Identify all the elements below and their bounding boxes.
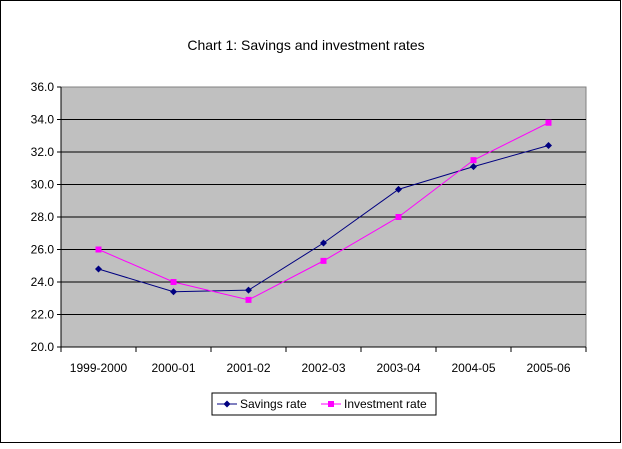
data-point: [395, 214, 402, 220]
data-point: [545, 142, 552, 149]
y-tick-label: 28.0: [31, 210, 55, 224]
y-tick-label: 20.0: [31, 340, 55, 354]
y-tick-label: 24.0: [31, 275, 55, 289]
data-point: [320, 239, 327, 247]
data-point: [170, 288, 177, 296]
legend-marker: [328, 401, 334, 407]
data-point: [245, 286, 252, 294]
x-tick-label: 2001-02: [226, 361, 270, 375]
data-point: [95, 265, 102, 273]
data-point: [470, 163, 477, 171]
legend: Savings rate Investment rate: [211, 392, 437, 416]
y-tick-label: 32.0: [31, 145, 55, 159]
gridlines: [61, 119, 586, 315]
x-tick-label: 2000-01: [151, 361, 195, 375]
x-tick-label: 2002-03: [301, 361, 345, 375]
x-tick-label: 2003-04: [376, 361, 420, 375]
y-tick-label: 36.0: [31, 80, 55, 94]
data-point: [95, 246, 102, 253]
x-tick-label: 1999-2000: [70, 361, 128, 375]
x-tick-label: 2005-06: [526, 361, 570, 375]
data-point: [245, 296, 252, 303]
data-point: [395, 185, 402, 193]
series-lines: [95, 119, 552, 303]
y-tick-label: 34.0: [31, 113, 55, 127]
y-tick-label: 30.0: [31, 178, 55, 192]
legend-marker: [223, 400, 231, 408]
data-point: [545, 119, 552, 126]
legend-label: Savings rate: [240, 397, 307, 411]
legend-label: Investment rate: [344, 397, 427, 411]
axes: 20.0 22.0 24.0 26.0 28.0 30.0 32.0 34.0 36.0 1999…: [31, 80, 587, 375]
y-tick-label: 22.0: [31, 308, 55, 322]
y-tick-label: 26.0: [31, 243, 55, 257]
chart-title: Chart 1: Savings and investment rates: [187, 37, 424, 53]
x-tick-label: 2004-05: [451, 361, 495, 375]
data-point: [170, 279, 177, 285]
data-point: [320, 257, 327, 264]
data-point: [470, 157, 477, 164]
